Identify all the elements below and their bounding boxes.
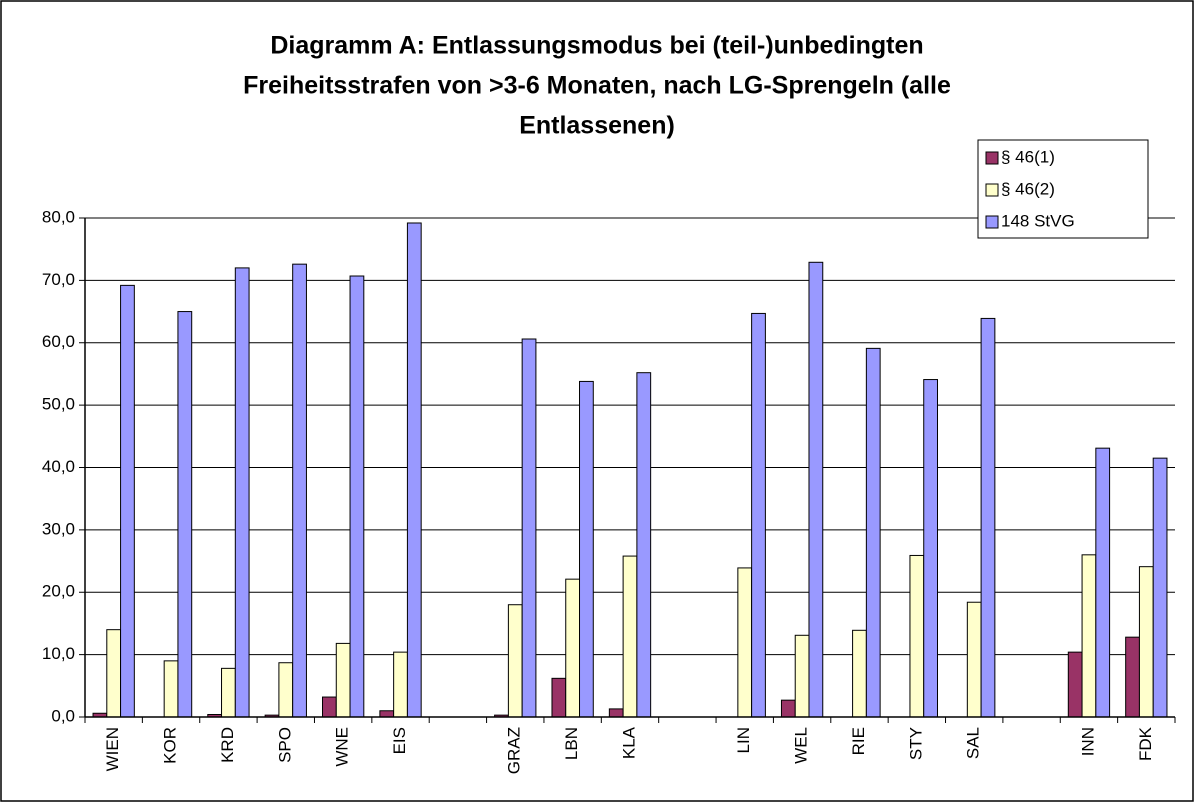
legend-label: § 46(1) [1001, 147, 1055, 166]
bar [608, 708, 624, 718]
x-tick-label: SPO [275, 727, 294, 763]
x-tick-label: WEL [792, 727, 811, 764]
bar [966, 601, 982, 718]
x-tick-label: WIEN [103, 727, 122, 771]
legend-label: 148 StVG [1001, 211, 1075, 230]
bar [909, 554, 925, 718]
legend-box [977, 139, 1149, 239]
bar [579, 380, 594, 718]
y-tick-label: 20,0 [42, 582, 75, 601]
x-tick-label: EIS [390, 727, 409, 754]
y-tick-label: 10,0 [42, 644, 75, 663]
x-tick-label: KLA [619, 726, 638, 759]
x-tick-label: STY [906, 727, 925, 760]
legend-swatch [985, 183, 999, 197]
legend-swatch [985, 215, 999, 229]
bar [852, 629, 867, 718]
bar [335, 642, 351, 718]
bar [794, 634, 810, 718]
y-tick-label: 70,0 [42, 270, 75, 289]
x-tick-label: KRD [218, 727, 237, 763]
bar [393, 651, 408, 718]
bar [379, 710, 395, 718]
chart-title: Entlassenen) [519, 112, 675, 140]
y-tick-label: 40,0 [42, 457, 75, 476]
bar [1152, 457, 1168, 718]
y-tick-label: 80,0 [42, 207, 75, 226]
bar [507, 604, 523, 718]
bar [636, 372, 652, 718]
bar [1067, 651, 1083, 718]
x-tick-label: RIE [849, 727, 868, 755]
x-tick-label: GRAZ [505, 727, 524, 774]
bar [1138, 566, 1154, 718]
y-tick-label: 60,0 [42, 332, 75, 351]
bar [565, 578, 581, 718]
bar [221, 667, 236, 718]
bar [1081, 554, 1097, 718]
bar [1125, 636, 1140, 718]
bar [780, 699, 796, 718]
y-tick-label: 30,0 [42, 519, 75, 538]
bar [808, 261, 824, 718]
x-tick-label: INN [1078, 727, 1097, 756]
chart-title: Freiheitsstrafen von >3-6 Monaten, nach … [243, 72, 951, 100]
bar [521, 338, 537, 718]
bar [278, 662, 294, 718]
bar [751, 312, 766, 718]
y-tick-label: 50,0 [42, 395, 75, 414]
legend-swatch [985, 151, 999, 165]
x-tick-label: SAL [964, 727, 983, 759]
x-tick-label: WNE [333, 727, 352, 767]
bar [865, 347, 881, 718]
bar [1095, 447, 1111, 718]
bar [234, 267, 250, 718]
bar [923, 379, 938, 718]
bar [163, 660, 179, 718]
bar [120, 284, 135, 718]
chart-title: Diagramm A: Entlassungsmodus bei (teil-)… [270, 32, 923, 60]
bar [406, 222, 422, 718]
bar [177, 311, 193, 718]
bar [349, 275, 365, 718]
x-tick-label: KOR [161, 727, 180, 764]
bar [551, 677, 567, 718]
x-tick-label: FDK [1136, 726, 1155, 761]
y-tick-label: 0,0 [51, 706, 75, 725]
x-tick-label: LBN [562, 727, 581, 760]
bar [322, 696, 337, 718]
bar [622, 555, 638, 718]
bar [292, 263, 307, 718]
bar [737, 567, 753, 718]
bar [106, 629, 122, 718]
bar [980, 317, 996, 718]
x-tick-label: LIN [734, 727, 753, 753]
legend-label: § 46(2) [1001, 179, 1055, 198]
